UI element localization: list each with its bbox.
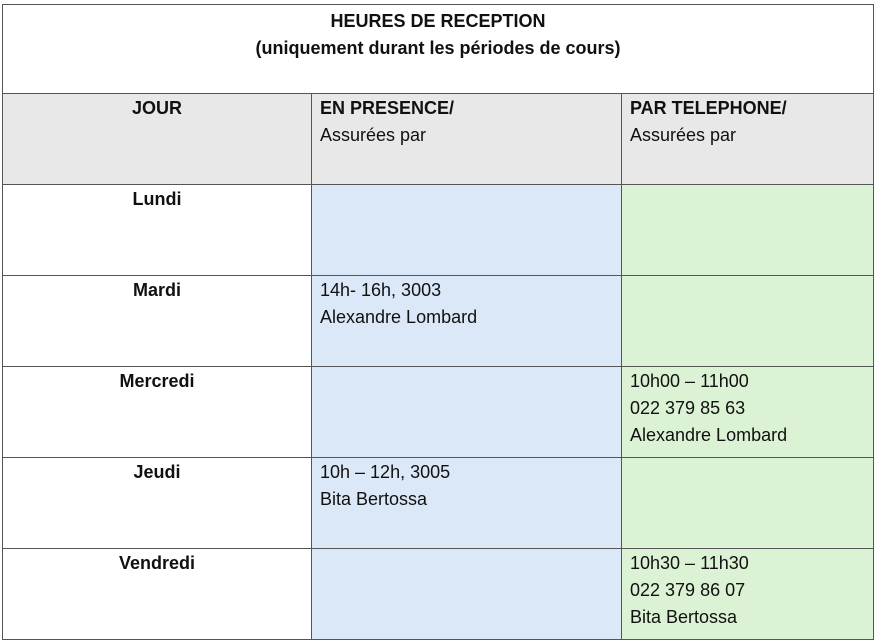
presence-cell bbox=[311, 366, 622, 458]
table-row: Mardi 14h- 16h, 3003 Alexandre Lombard bbox=[2, 275, 875, 367]
phone-line: Alexandre Lombard bbox=[630, 425, 788, 445]
table-row: Lundi bbox=[2, 184, 875, 276]
header-row: JOUR EN PRESENCE/ Assurées par PAR TELEP… bbox=[2, 93, 875, 185]
presence-line: 14h- 16h, 3003 bbox=[320, 280, 442, 300]
table-row: Mercredi 10h00 – 11h00 022 379 85 63 Alexan… bbox=[2, 366, 875, 458]
title-line-2: (uniquement durant les périodes de cours… bbox=[255, 38, 621, 58]
header-phone: PAR TELEPHONE/ Assurées par bbox=[620, 93, 875, 185]
presence-cell bbox=[311, 548, 622, 640]
header-day: JOUR bbox=[2, 93, 312, 185]
phone-line: Bita Bertossa bbox=[630, 607, 738, 627]
header-phone-sub: Assurées par bbox=[630, 125, 737, 145]
day-cell: Vendredi bbox=[2, 548, 312, 640]
presence-cell: 14h- 16h, 3003 Alexandre Lombard bbox=[311, 275, 622, 367]
phone-line: 10h00 – 11h00 bbox=[630, 371, 749, 391]
phone-cell bbox=[620, 275, 875, 367]
phone-line: 10h30 – 11h30 bbox=[630, 553, 749, 573]
phone-cell: 10h30 – 11h30 022 379 86 07 Bita Bertossa bbox=[620, 548, 875, 640]
table-row: Vendredi 10h30 – 11h30 022 379 86 07 Bita B… bbox=[2, 548, 875, 640]
phone-line: 022 379 85 63 bbox=[630, 398, 746, 418]
day-cell: Mardi bbox=[2, 275, 312, 367]
phone-cell: 10h00 – 11h00 022 379 85 63 Alexandre Lomb… bbox=[620, 366, 875, 458]
phone-line: 022 379 86 07 bbox=[630, 580, 746, 600]
day-cell: Lundi bbox=[2, 184, 312, 276]
presence-line: Alexandre Lombard bbox=[320, 307, 478, 327]
presence-cell: 10h – 12h, 3005 Bita Bertossa bbox=[311, 457, 622, 549]
title-row: HEURES DE RECEPTION (uniquement durant l… bbox=[1, 4, 875, 94]
phone-cell bbox=[620, 457, 875, 549]
reception-hours-table: HEURES DE RECEPTION (uniquement durant l… bbox=[1, 4, 875, 640]
header-presence-sub: Assurées par bbox=[320, 125, 427, 145]
phone-cell bbox=[620, 184, 875, 276]
title-line-1: HEURES DE RECEPTION bbox=[330, 11, 546, 31]
header-phone-title: PAR TELEPHONE/ bbox=[630, 98, 787, 118]
presence-line: Bita Bertossa bbox=[320, 489, 428, 509]
day-cell: Jeudi bbox=[2, 457, 312, 549]
day-cell: Mercredi bbox=[2, 366, 312, 458]
header-presence: EN PRESENCE/ Assurées par bbox=[311, 93, 622, 185]
header-presence-title: EN PRESENCE/ bbox=[320, 98, 455, 118]
table-row: Jeudi 10h – 12h, 3005 Bita Bertossa bbox=[2, 457, 875, 549]
presence-cell bbox=[311, 184, 622, 276]
presence-line: 10h – 12h, 3005 bbox=[320, 462, 451, 482]
table-title: HEURES DE RECEPTION (uniquement durant l… bbox=[1, 4, 875, 94]
